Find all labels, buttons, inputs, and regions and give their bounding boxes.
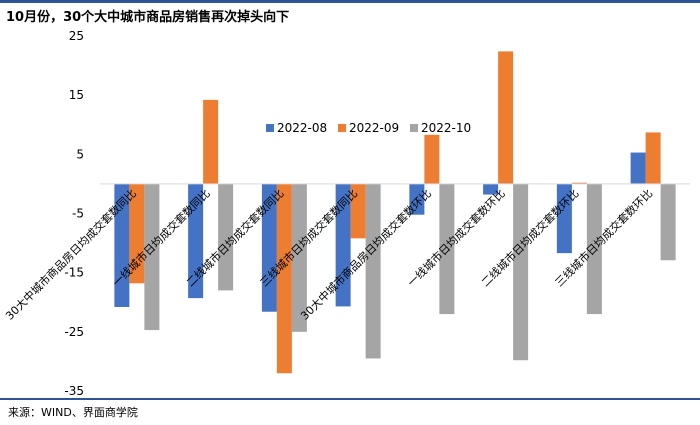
bar <box>218 183 234 291</box>
bar <box>513 183 529 361</box>
bar <box>144 183 160 331</box>
bar <box>276 183 292 374</box>
bar <box>409 183 425 215</box>
legend-label: 2022-09 <box>349 121 399 135</box>
bar <box>556 183 572 254</box>
y-tick-label: 5 <box>76 147 84 161</box>
bar <box>630 152 646 184</box>
legend-swatch <box>266 124 274 132</box>
y-tick-label: -15 <box>64 266 84 280</box>
bar <box>335 183 351 307</box>
bar <box>439 183 455 315</box>
top-rule <box>0 0 700 3</box>
bottom-rule <box>0 398 700 400</box>
bar-chart: 25155-5-15-25-3530大中城市商品房日均成交套数同比一线城市日均成… <box>3 29 690 398</box>
bar <box>291 183 307 332</box>
legend-swatch <box>338 124 346 132</box>
bar <box>498 51 514 184</box>
bar <box>571 182 587 184</box>
y-tick-label: -35 <box>64 384 84 398</box>
bar <box>203 99 219 184</box>
bar <box>645 132 661 184</box>
y-tick-label: 15 <box>69 88 84 102</box>
legend-swatch <box>410 124 418 132</box>
bar <box>483 183 499 195</box>
bar <box>350 183 366 239</box>
bar <box>586 183 602 315</box>
bar <box>129 183 145 284</box>
y-tick-label: -5 <box>72 207 84 221</box>
bar <box>261 183 277 312</box>
bar <box>365 183 381 359</box>
bar <box>660 183 676 261</box>
bar <box>424 134 440 184</box>
legend-label: 2022-10 <box>421 121 471 135</box>
chart-title: 10月份，30个大中城市商品房销售再次掉头向下 <box>6 10 290 25</box>
bar <box>188 183 204 299</box>
y-tick-label: -25 <box>64 325 84 339</box>
y-tick-label: 25 <box>69 29 84 43</box>
bar <box>114 183 130 307</box>
legend-label: 2022-08 <box>277 121 327 135</box>
source-note: 来源：WIND、界面商学院 <box>8 406 138 419</box>
